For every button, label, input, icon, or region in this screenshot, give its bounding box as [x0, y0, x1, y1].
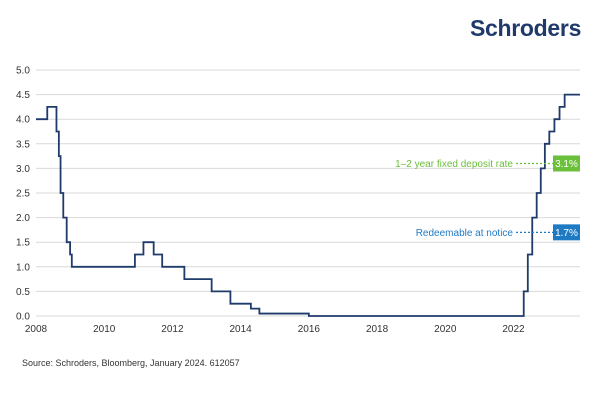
line-chart: 0.00.51.01.52.02.53.03.54.04.55.0 2008 20…: [16, 66, 580, 335]
y-tick-label: 0.0: [16, 312, 30, 323]
y-tick-label: 2.0: [16, 213, 30, 224]
x-axis-ticks: 2008 2010 2012 2014 2016 2018 2020 2022: [25, 324, 525, 335]
y-tick-label: 3.5: [16, 139, 30, 150]
source-note: Source: Schroders, Bloomberg, January 20…: [22, 358, 240, 368]
annotation-badge-value: 3.1%: [555, 159, 578, 170]
annotation-badge-value: 1.7%: [555, 228, 578, 239]
grid-lines: [36, 69, 580, 317]
x-tick-label: 2010: [93, 324, 116, 335]
y-axis-ticks: 0.0 0.5 1.0 1.5 2.0 2.5 3.0 3.5 4.0 4.5 5.0: [16, 66, 30, 323]
y-tick-label: 5.0: [16, 66, 30, 77]
x-tick-label: 2022: [502, 324, 525, 335]
y-tick-label: 1.0: [16, 262, 30, 273]
annotation-label: Redeemable at notice: [416, 228, 514, 239]
series-group: [36, 93, 580, 317]
y-tick-label: 0.5: [16, 287, 30, 298]
y-tick-label: 4.5: [16, 90, 30, 101]
x-tick-label: 2008: [25, 324, 48, 335]
annotation-label: 1–2 year fixed deposit rate: [395, 159, 513, 170]
series-line: [36, 93, 580, 317]
y-tick-label: 4.0: [16, 115, 30, 126]
y-tick-label: 3.0: [16, 164, 30, 175]
y-tick-label: 1.5: [16, 238, 30, 249]
annotation-badge: [553, 224, 580, 241]
annotations-group: 1–2 year fixed deposit rate 3.1% Redeemabl…: [395, 155, 580, 241]
y-tick-label: 2.5: [16, 189, 30, 200]
schroders-logo: Schroders: [470, 15, 582, 41]
x-tick-label: 2020: [434, 324, 457, 335]
x-tick-label: 2014: [230, 324, 253, 335]
x-tick-label: 2016: [298, 324, 321, 335]
annotation-badge: [553, 155, 580, 172]
x-tick-label: 2018: [366, 324, 389, 335]
x-tick-label: 2012: [161, 324, 184, 335]
